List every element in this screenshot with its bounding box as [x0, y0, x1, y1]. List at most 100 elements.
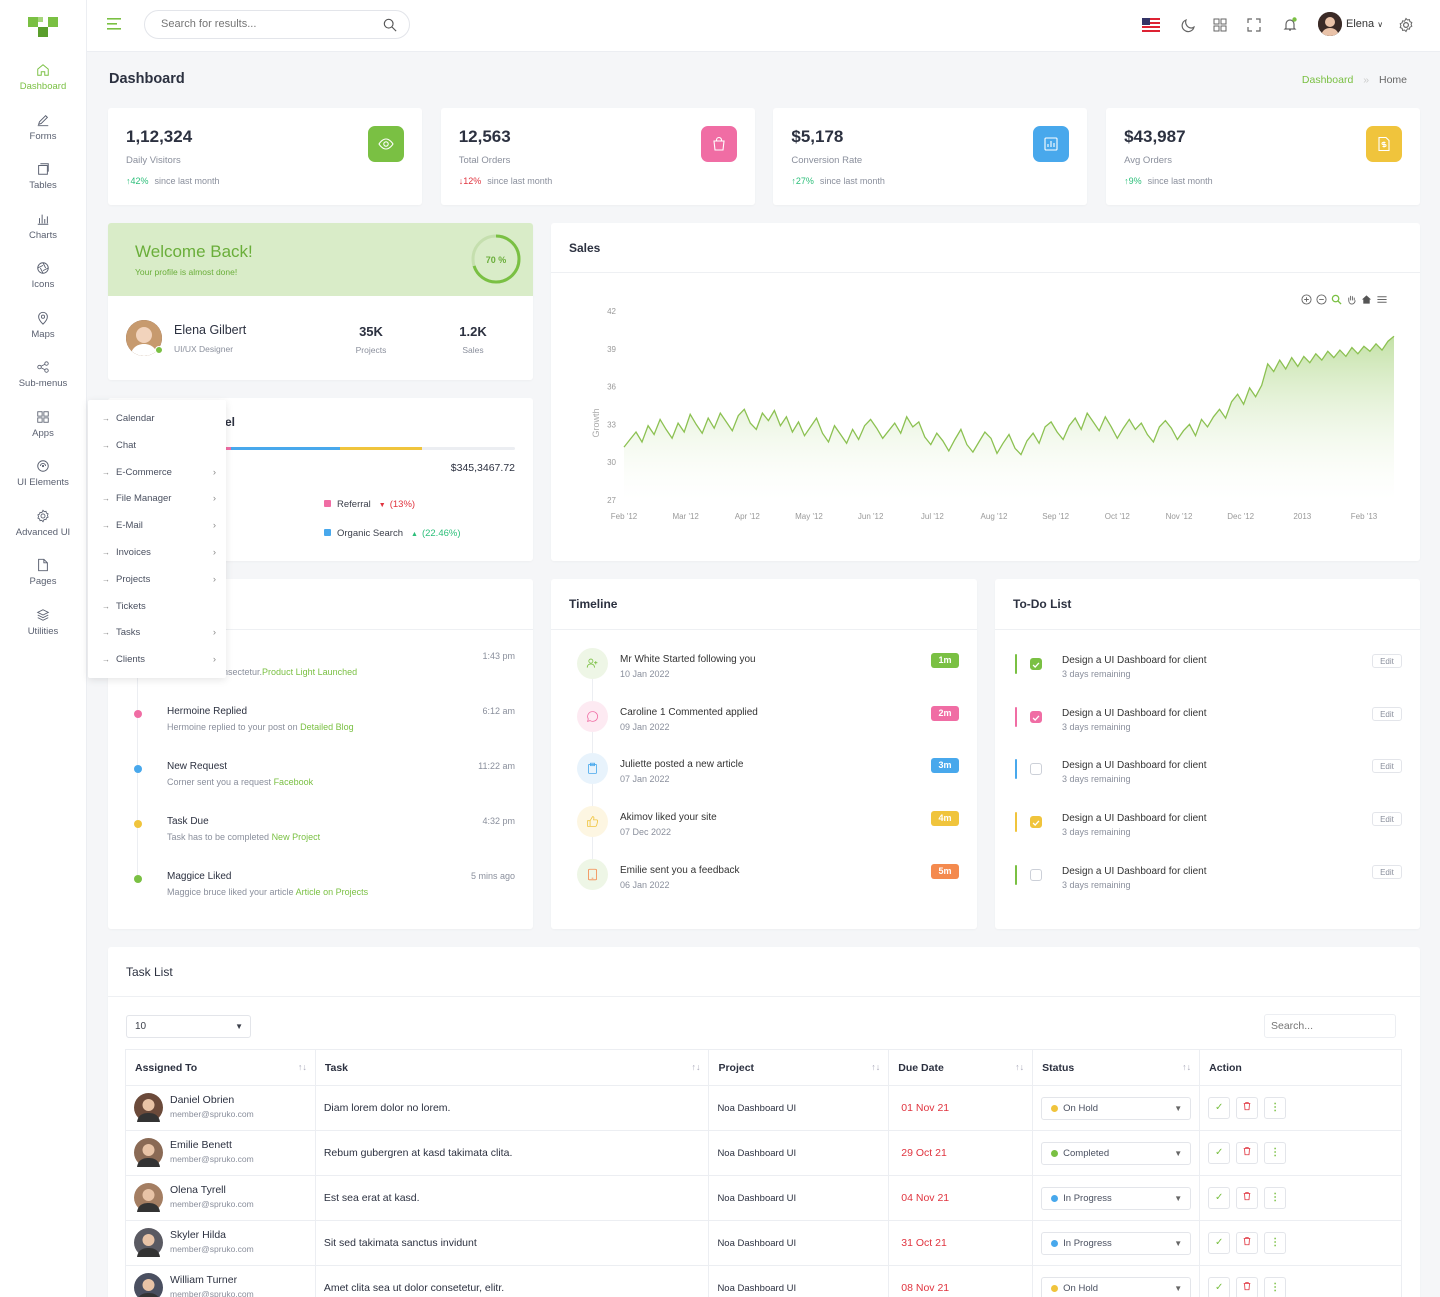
- sidebar-item-charts[interactable]: Charts: [0, 212, 86, 241]
- delete-button[interactable]: [1236, 1232, 1259, 1254]
- more-options-button[interactable]: ⋮: [1264, 1232, 1287, 1254]
- submenu-item-tickets[interactable]: → Tickets: [102, 601, 216, 612]
- page-size-select[interactable]: 10 ▼: [126, 1015, 251, 1038]
- chart-menu-icon[interactable]: [1376, 294, 1388, 305]
- activity-link[interactable]: New Project: [271, 832, 321, 842]
- submenu-item-projects[interactable]: → Projects ›: [102, 574, 216, 585]
- status-select[interactable]: On Hold ▼: [1041, 1276, 1192, 1297]
- user-menu[interactable]: Elena ∨: [1346, 18, 1383, 30]
- sidebar-item-apps[interactable]: Apps: [0, 410, 86, 439]
- chevron-right-icon: ›: [212, 547, 216, 558]
- bell-icon[interactable]: [1282, 17, 1298, 33]
- check-icon: [1032, 715, 1040, 721]
- sidebar-item-ui-elements[interactable]: UI Elements: [0, 459, 86, 488]
- approve-button[interactable]: ✓: [1208, 1232, 1231, 1254]
- user-name: Elena: [1346, 18, 1375, 30]
- apps-grid-icon[interactable]: [1212, 17, 1228, 33]
- activity-link[interactable]: Facebook: [273, 777, 314, 787]
- column-header-action[interactable]: Action: [1199, 1049, 1402, 1086]
- todo-edit-button[interactable]: Edit: [1372, 759, 1402, 774]
- more-options-button[interactable]: ⋮: [1264, 1097, 1287, 1119]
- more-options-button[interactable]: ⋮: [1264, 1277, 1287, 1297]
- stat-change: ↑27% since last month: [791, 176, 885, 186]
- arrow-bullet-icon: →: [102, 574, 110, 584]
- column-header-assigned-to[interactable]: Assigned To ↑↓: [125, 1049, 316, 1086]
- breadcrumb-dashboard[interactable]: Dashboard: [1301, 74, 1354, 86]
- todo-checkbox[interactable]: [1030, 816, 1042, 829]
- column-header-status[interactable]: Status ↑↓: [1032, 1049, 1201, 1086]
- todo-checkbox[interactable]: [1030, 763, 1042, 776]
- table-search-input[interactable]: [1264, 1014, 1396, 1038]
- sidebar-item-pages[interactable]: Pages: [0, 558, 86, 587]
- sidebar-item-advanced-ui[interactable]: Advanced UI: [0, 509, 86, 538]
- activity-link[interactable]: Product Light Launched: [262, 667, 358, 677]
- legend-change: (22.46%): [421, 528, 461, 539]
- sidebar-item-sub-menus[interactable]: Sub-menus: [0, 360, 86, 389]
- sidebar-item-maps[interactable]: Maps: [0, 311, 86, 340]
- delete-button[interactable]: [1236, 1142, 1259, 1164]
- submenu-item-tasks[interactable]: → Tasks ›: [102, 627, 216, 638]
- activity-link[interactable]: Article on Projects: [295, 887, 369, 897]
- column-header-task[interactable]: Task ↑↓: [314, 1049, 710, 1086]
- delete-button[interactable]: [1236, 1187, 1259, 1209]
- activity-link[interactable]: Detailed Blog: [300, 722, 354, 732]
- column-header-project[interactable]: Project ↑↓: [708, 1049, 890, 1086]
- sidebar-item-dashboard[interactable]: Dashboard: [0, 63, 86, 92]
- approve-button[interactable]: ✓: [1208, 1277, 1231, 1297]
- submenu-item-e-commerce[interactable]: → E-Commerce ›: [102, 467, 216, 478]
- submenu-item-calendar[interactable]: → Calendar: [102, 413, 216, 424]
- todo-checkbox[interactable]: [1030, 868, 1042, 881]
- moon-icon[interactable]: [1180, 17, 1196, 33]
- more-options-button[interactable]: ⋮: [1264, 1187, 1287, 1209]
- trash-icon: [1243, 1147, 1251, 1156]
- approve-button[interactable]: ✓: [1208, 1142, 1231, 1164]
- submenu-item-file-manager[interactable]: → File Manager ›: [102, 493, 216, 504]
- todo-item-remaining: 3 days remaining: [1062, 669, 1131, 679]
- zoom-in-icon[interactable]: [1301, 294, 1312, 305]
- approve-button[interactable]: ✓: [1208, 1097, 1231, 1119]
- todo-item-remaining: 3 days remaining: [1062, 879, 1131, 890]
- sidebar-item-icons[interactable]: Icons: [0, 261, 86, 290]
- sidebar-item-utilities[interactable]: Utilities: [0, 608, 86, 637]
- delete-button[interactable]: [1236, 1277, 1259, 1297]
- pan-hand-icon[interactable]: [1346, 294, 1357, 305]
- sort-icon: ↑↓: [297, 1062, 307, 1072]
- us-flag-icon[interactable]: [1142, 17, 1160, 33]
- todo-edit-button[interactable]: Edit: [1372, 706, 1402, 721]
- gear-icon[interactable]: [1398, 17, 1414, 33]
- chart-box-icon: [1044, 137, 1058, 151]
- timeline-icon-circle: [577, 806, 608, 838]
- status-select[interactable]: Completed ▼: [1041, 1141, 1192, 1165]
- magnifier-icon[interactable]: [1331, 294, 1342, 305]
- status-select[interactable]: On Hold ▼: [1041, 1096, 1192, 1120]
- sidebar-item-tables[interactable]: Tables: [0, 162, 86, 191]
- activity-desc: Maggice bruce liked your article: [167, 887, 296, 897]
- submenu-item-chat[interactable]: → Chat: [102, 440, 216, 451]
- status-select[interactable]: In Progress ▼: [1041, 1231, 1192, 1255]
- submenu-item-clients[interactable]: → Clients ›: [102, 654, 216, 665]
- zoom-out-icon[interactable]: [1316, 294, 1327, 305]
- approve-button[interactable]: ✓: [1208, 1187, 1231, 1209]
- column-header-due-date[interactable]: Due Date ↑↓: [888, 1049, 1034, 1086]
- more-options-button[interactable]: ⋮: [1264, 1142, 1287, 1164]
- todo-edit-button[interactable]: Edit: [1372, 654, 1402, 668]
- menu-toggle-icon[interactable]: [107, 18, 121, 30]
- submenu-item-invoices[interactable]: → Invoices ›: [102, 547, 216, 558]
- delete-button[interactable]: [1236, 1097, 1259, 1119]
- logo-icon[interactable]: [28, 17, 58, 39]
- search-input[interactable]: [161, 18, 361, 30]
- submenu-item-e-mail[interactable]: → E-Mail ›: [102, 520, 216, 531]
- status-select[interactable]: In Progress ▼: [1041, 1186, 1192, 1210]
- todo-edit-button[interactable]: Edit: [1372, 812, 1402, 827]
- reset-home-icon[interactable]: [1361, 294, 1372, 305]
- status-dot: [1051, 1239, 1059, 1247]
- stat-card: $43,987 Avg Orders ↑9% since last month: [1106, 108, 1421, 205]
- todo-checkbox[interactable]: [1030, 658, 1042, 670]
- sidebar-item-forms[interactable]: Forms: [0, 113, 86, 142]
- fullscreen-icon[interactable]: [1246, 17, 1262, 33]
- todo-edit-button[interactable]: Edit: [1372, 864, 1402, 879]
- search-icon[interactable]: [383, 18, 397, 32]
- assignee: Skyler Hilda member@spruko.com: [134, 1221, 307, 1265]
- todo-checkbox[interactable]: [1030, 710, 1042, 723]
- user-avatar[interactable]: [1318, 12, 1342, 36]
